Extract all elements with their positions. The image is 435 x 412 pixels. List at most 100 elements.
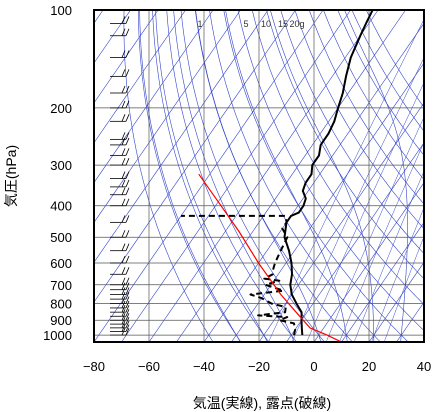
y-tick-label: 700 xyxy=(50,278,72,293)
y-tick-label: 300 xyxy=(50,158,72,173)
mixing-ratio-line xyxy=(325,116,424,342)
barb-flag xyxy=(125,50,130,58)
barb-flag xyxy=(121,179,126,188)
dry-adiabat-line xyxy=(194,10,353,342)
isotherm-line xyxy=(423,341,424,342)
wind-barb xyxy=(110,132,130,140)
x-tick-label: −20 xyxy=(248,359,270,374)
barb-flag xyxy=(125,305,130,313)
y-tick-label: 100 xyxy=(50,3,72,18)
plot-frame xyxy=(93,9,425,343)
barb-flag xyxy=(125,215,130,223)
isotherm-line xyxy=(94,10,159,104)
barb-flag xyxy=(125,255,130,264)
barb-flag xyxy=(125,187,130,195)
moist-adiabat-line xyxy=(344,10,408,342)
barb-flag xyxy=(125,300,130,309)
wind-barb xyxy=(110,171,130,179)
mixing-ratio-label: 15 xyxy=(278,19,288,29)
mixing-ratio-label: 1 xyxy=(197,19,202,29)
barb-flag xyxy=(121,148,126,156)
y-axis-label: 気圧(hPa) xyxy=(3,145,19,207)
isotherm-line xyxy=(203,22,424,342)
barb-flag xyxy=(121,300,126,309)
isotherm-line xyxy=(396,301,424,342)
wind-barb xyxy=(110,148,130,156)
moist-adiabat-line xyxy=(139,10,241,342)
barb-flag xyxy=(125,316,130,325)
barb-flag xyxy=(125,282,130,290)
barb-flag xyxy=(121,296,126,304)
barb-flag xyxy=(125,287,130,295)
wind-barb xyxy=(110,85,130,94)
barb-flag xyxy=(121,313,126,321)
x-tick-labels: −80 −60 −40 −20 0 20 40 xyxy=(83,359,431,374)
barb-flag xyxy=(125,309,130,317)
barb-flag xyxy=(121,305,126,313)
barb-flag xyxy=(121,215,126,223)
mixing-ratio-line xyxy=(306,81,424,342)
grid xyxy=(93,9,425,342)
dry-adiabat-line xyxy=(280,10,424,254)
dry-adiabat-line xyxy=(251,10,424,305)
x-tick-label: 20 xyxy=(362,359,376,374)
wind-barb xyxy=(110,100,130,109)
wind-barb xyxy=(110,198,130,207)
mixing-ratio-line xyxy=(353,170,424,342)
barb-flag xyxy=(125,157,130,166)
wind-barb xyxy=(110,230,130,238)
x-axis-label: 気温(実線), 露点(破線) xyxy=(193,395,331,411)
y-tick-label: 900 xyxy=(50,313,72,328)
wind-barb xyxy=(110,243,130,252)
barb-flag xyxy=(121,28,126,36)
wind-barb xyxy=(110,50,130,58)
barb-flag xyxy=(121,157,126,166)
barb-flag xyxy=(125,179,130,188)
y-tick-label: 500 xyxy=(50,230,72,245)
y-tick-label: 200 xyxy=(50,101,72,116)
dry-adiabat-line xyxy=(323,10,424,181)
dewpoint-line xyxy=(181,214,297,336)
isotherm-line xyxy=(94,10,269,263)
wind-barb xyxy=(110,300,130,309)
isotherm-line xyxy=(148,10,379,342)
barb-flag xyxy=(125,28,130,36)
barb-flag xyxy=(125,291,130,300)
mixing-ratio-line xyxy=(383,235,424,342)
barb-flag xyxy=(121,187,126,195)
wind-barb xyxy=(110,287,130,295)
wind-barb xyxy=(110,215,130,223)
mixing-ratio-line xyxy=(339,141,424,342)
barb-flag xyxy=(121,230,126,238)
barb-flag xyxy=(125,100,130,109)
wind-barb xyxy=(110,277,130,286)
dry-adiabat-line xyxy=(209,10,381,342)
barb-flag xyxy=(125,171,130,179)
isotherm-line xyxy=(94,10,324,342)
barb-flag xyxy=(121,69,126,77)
moist-adiabat-line xyxy=(155,10,268,342)
wind-barb xyxy=(110,309,130,317)
barb-flag xyxy=(125,137,130,146)
barb-flag xyxy=(125,296,130,304)
mixing-ratio-label: 5 xyxy=(243,19,248,29)
isotherm-line xyxy=(258,102,424,342)
barb-flag xyxy=(125,69,130,77)
mixing-ratio-line xyxy=(371,207,424,342)
barb-flag xyxy=(121,309,126,317)
barb-flag xyxy=(121,100,126,109)
wind-barb xyxy=(110,187,130,196)
moist-adiabat-line xyxy=(270,10,375,342)
dry-adiabat-line xyxy=(180,10,325,342)
barb-flag xyxy=(121,287,126,295)
isotherm-line xyxy=(286,142,424,342)
barb-flag xyxy=(125,148,130,156)
data-series xyxy=(181,10,374,342)
barb-flag xyxy=(126,10,127,11)
mixing-ratio-line xyxy=(291,57,424,342)
x-tick-label: 40 xyxy=(417,359,431,374)
mixing-ratio-label: 10 xyxy=(261,19,271,29)
barb-flag xyxy=(125,16,130,24)
barb-flag xyxy=(125,324,130,332)
